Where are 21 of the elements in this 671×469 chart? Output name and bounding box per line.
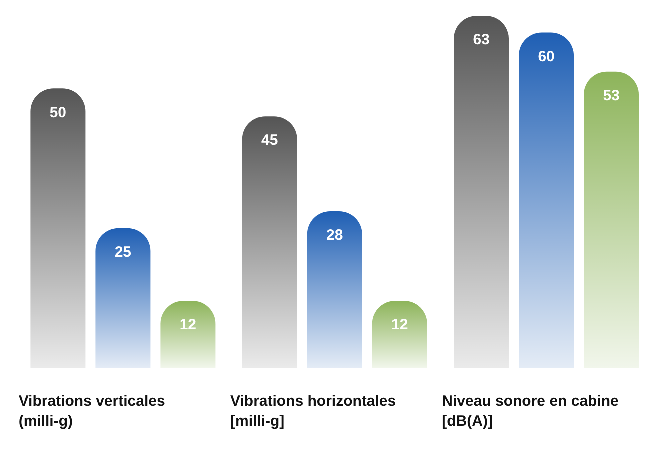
- bar: [160, 300, 216, 368]
- x-tick-label: Niveau sonore en cabine [dB(A)]: [442, 393, 619, 430]
- x-tick-label: Vibrations horizontales [milli-g]: [230, 393, 396, 430]
- bar: [96, 228, 151, 368]
- bar: [30, 88, 86, 368]
- bar: [519, 32, 574, 368]
- data-label: 28: [326, 227, 344, 244]
- data-label: 63: [473, 32, 490, 49]
- data-label: 25: [114, 244, 132, 261]
- bar: [372, 300, 428, 368]
- bar: [242, 116, 298, 368]
- data-label: 50: [50, 104, 67, 122]
- data-label: 60: [538, 48, 555, 66]
- data-label: 53: [603, 88, 620, 105]
- bar: [454, 16, 510, 368]
- bar: [584, 72, 640, 368]
- bar: [307, 212, 362, 368]
- data-label: 45: [262, 132, 278, 150]
- x-tick-label: Vibrations verticales (milli-g): [18, 393, 166, 430]
- data-label: 12: [392, 316, 408, 334]
- data-label: 12: [180, 316, 197, 334]
